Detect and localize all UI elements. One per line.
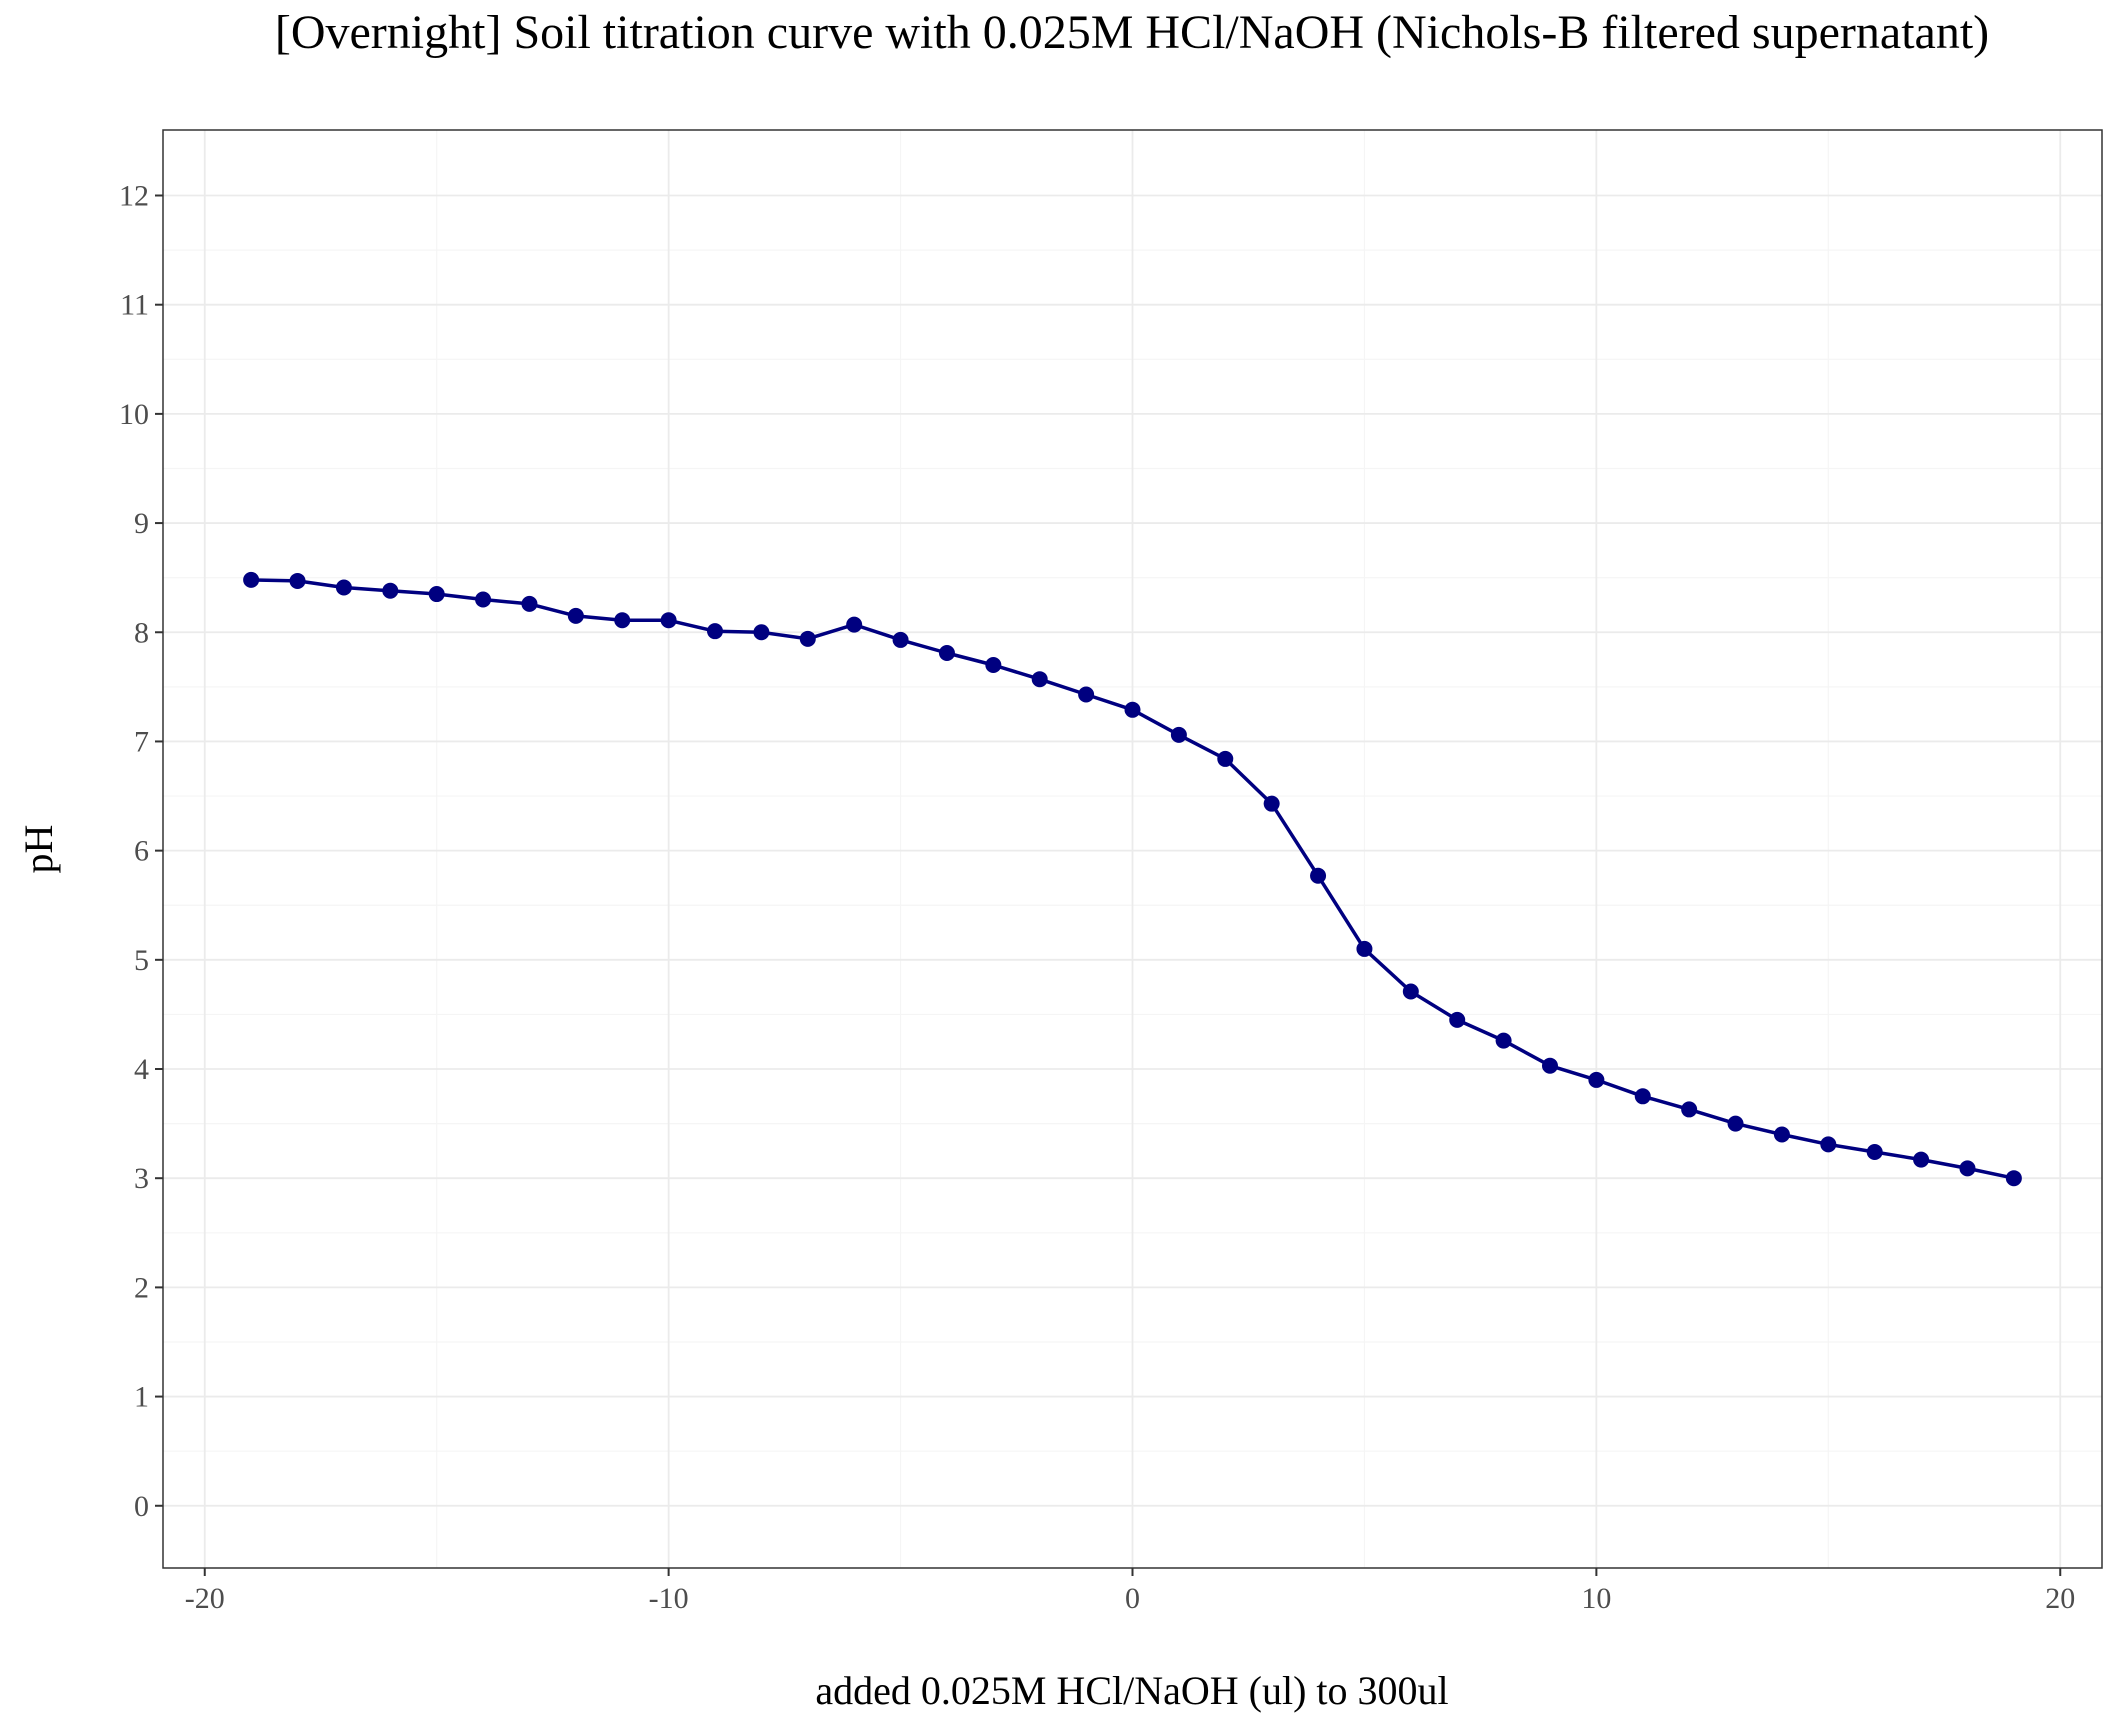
x-tick-label: 10 [1581,1582,1611,1615]
data-point [1681,1101,1698,1118]
y-tick-label: 7 [134,725,149,758]
data-point [1773,1126,1790,1143]
data-point [2005,1170,2022,1187]
x-tick-label: 0 [1125,1582,1140,1615]
data-point [892,631,909,648]
data-point [1310,867,1327,884]
data-point [660,612,677,629]
data-point [289,572,306,589]
data-point [475,591,492,608]
y-tick-label: 3 [134,1162,149,1195]
data-point [1866,1143,1883,1160]
y-tick-label: 9 [134,507,149,540]
x-tick-label: 20 [2045,1582,2075,1615]
data-point [614,612,631,629]
y-tick-label: 12 [119,180,149,213]
data-point [428,586,445,603]
data-point [707,623,724,640]
data-point [1495,1032,1512,1049]
y-tick-label: 0 [134,1490,149,1523]
data-point [521,595,538,612]
y-tick-label: 6 [134,835,149,868]
data-point [846,616,863,633]
y-axis-title: pH [16,825,61,874]
data-point [1078,686,1095,703]
data-point [1727,1115,1744,1132]
data-point [1588,1071,1605,1088]
chart-title: [Overnight] Soil titration curve with 0.… [275,6,1989,59]
data-point [1031,671,1048,688]
data-point [1402,983,1419,1000]
data-point [243,571,260,588]
data-point [1170,726,1187,743]
y-tick-label: 11 [120,289,149,322]
y-tick-label: 5 [134,944,149,977]
data-point [382,582,399,599]
data-point [1124,701,1141,718]
y-tick-label: 2 [134,1271,149,1304]
data-point [1217,750,1234,767]
data-point [1959,1160,1976,1177]
data-point [1913,1151,1930,1168]
data-point [1449,1011,1466,1028]
data-point [1541,1057,1558,1074]
data-point [938,645,955,662]
data-point [799,630,816,647]
x-axis-title: added 0.025M HCl/NaOH (ul) to 300ul [815,1668,1448,1713]
data-point [335,579,352,596]
data-point [1634,1088,1651,1105]
data-point [753,624,770,641]
y-tick-label: 8 [134,616,149,649]
data-point [1820,1136,1837,1153]
data-point [985,657,1002,674]
data-point [567,607,584,624]
data-point [1356,940,1373,957]
y-tick-label: 4 [134,1053,149,1086]
grid-layer [163,130,2102,1568]
x-tick-label: -10 [649,1582,689,1615]
series-layer [243,571,2022,1187]
x-tick-label: -20 [185,1582,225,1615]
y-tick-label: 10 [119,398,149,431]
data-point [1263,795,1280,812]
y-tick-label: 1 [134,1381,149,1414]
